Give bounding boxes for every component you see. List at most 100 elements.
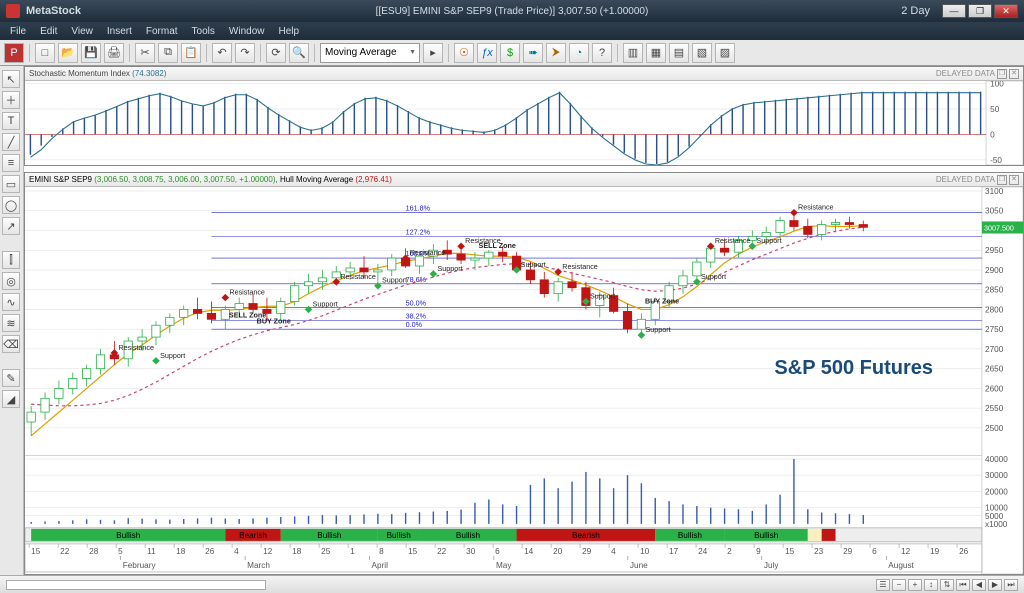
arrow-tool-icon[interactable]: ↗ xyxy=(2,217,20,235)
next-icon[interactable]: ▶ xyxy=(988,579,1002,591)
document-title: [[ESU9] EMINI S&P SEP9 (Trade Price)] 3,… xyxy=(376,6,649,17)
marker-tool-icon[interactable]: ✎ xyxy=(2,369,20,387)
open-icon[interactable]: 📂 xyxy=(58,43,78,63)
svg-text:2500: 2500 xyxy=(985,424,1004,433)
svg-text:29: 29 xyxy=(582,547,592,556)
expert-icon[interactable]: ☉ xyxy=(454,43,474,63)
menu-file[interactable]: File xyxy=(4,25,32,38)
prev-icon[interactable]: ◀ xyxy=(972,579,986,591)
crosshair-tool-icon[interactable]: ＋ xyxy=(2,91,20,109)
last-icon[interactable]: ⏭ xyxy=(1004,579,1018,591)
copy-icon[interactable]: ⧉ xyxy=(158,43,178,63)
apply-icon[interactable]: ▸ xyxy=(423,43,443,63)
svg-text:161.8%: 161.8% xyxy=(406,205,431,213)
svg-text:15: 15 xyxy=(31,547,41,556)
chart-style-icon[interactable]: ☰ xyxy=(876,579,890,591)
maximize-button[interactable]: ❐ xyxy=(968,4,992,18)
paint-tool-icon[interactable]: ◢ xyxy=(2,390,20,408)
minimize-button[interactable]: — xyxy=(942,4,966,18)
compress-y-icon[interactable]: ↕ xyxy=(924,579,938,591)
first-icon[interactable]: ⏮ xyxy=(956,579,970,591)
layout4-icon[interactable]: ▧ xyxy=(692,43,712,63)
line-tool-icon[interactable]: ╱ xyxy=(2,133,20,151)
price-chart[interactable]: 3100305030002950290028502800275027002650… xyxy=(25,187,1023,574)
layout1-icon[interactable]: ▥ xyxy=(623,43,643,63)
layout3-icon[interactable]: ▤ xyxy=(669,43,689,63)
dollar-icon[interactable]: $ xyxy=(500,43,520,63)
svg-text:Support: Support xyxy=(521,261,546,269)
redo-icon[interactable]: ↷ xyxy=(235,43,255,63)
cycle-tool-icon[interactable]: ∿ xyxy=(2,293,20,311)
cut-icon[interactable]: ✂ xyxy=(135,43,155,63)
menu-format[interactable]: Format xyxy=(140,25,184,38)
periodicity-label[interactable]: 2 Day xyxy=(901,5,930,17)
zoom-in-icon[interactable]: + xyxy=(908,579,922,591)
svg-text:3050: 3050 xyxy=(985,207,1004,216)
menu-window[interactable]: Window xyxy=(223,25,271,38)
svg-text:2750: 2750 xyxy=(985,325,1004,334)
svg-text:40000: 40000 xyxy=(985,455,1008,464)
menu-insert[interactable]: Insert xyxy=(101,25,138,38)
menu-edit[interactable]: Edit xyxy=(34,25,63,38)
ellipse-tool-icon[interactable]: ◯ xyxy=(2,196,20,214)
indicator-dropdown[interactable]: Moving Average xyxy=(320,43,420,63)
smi-restore-button[interactable]: ❐ xyxy=(997,69,1007,79)
price-restore-button[interactable]: ❐ xyxy=(997,175,1007,185)
svg-text:Bearish: Bearish xyxy=(572,531,600,540)
svg-text:22: 22 xyxy=(60,547,70,556)
zoom-tool-icon[interactable]: ◎ xyxy=(2,272,20,290)
svg-text:Resistance: Resistance xyxy=(715,237,751,245)
zoom-out-icon[interactable]: − xyxy=(892,579,906,591)
svg-text:50.0%: 50.0% xyxy=(406,300,427,308)
scrollbar-horizontal[interactable] xyxy=(6,580,266,590)
zoom-icon[interactable]: 🔍 xyxy=(289,43,309,63)
svg-text:29: 29 xyxy=(843,547,853,556)
svg-text:2600: 2600 xyxy=(985,385,1004,394)
print-icon[interactable]: 🖨 xyxy=(104,43,124,63)
smi-close-button[interactable]: ✕ xyxy=(1009,69,1019,79)
svg-text:18: 18 xyxy=(292,547,302,556)
erase-tool-icon[interactable]: ⌫ xyxy=(2,335,20,353)
svg-text:9: 9 xyxy=(756,547,761,556)
paste-icon[interactable]: 📋 xyxy=(181,43,201,63)
menu-help[interactable]: Help xyxy=(272,25,305,38)
symbol-label: EMINI S&P SEP9 xyxy=(29,175,92,184)
svg-text:12: 12 xyxy=(263,547,273,556)
hma-value: (2,976.41) xyxy=(355,175,391,184)
menu-tools[interactable]: Tools xyxy=(186,25,221,38)
refresh-icon[interactable]: ⟳ xyxy=(266,43,286,63)
ohlc-label: (3,006.50, 3,008.75, 3,006.00, 3,007.50,… xyxy=(94,175,275,184)
undo-icon[interactable]: ↶ xyxy=(212,43,232,63)
new-icon[interactable]: □ xyxy=(35,43,55,63)
svg-text:2950: 2950 xyxy=(985,246,1004,255)
volume-tool-icon[interactable]: ⫿ xyxy=(2,251,20,269)
fib-tool-icon[interactable]: ≡ xyxy=(2,154,20,172)
text-tool-icon[interactable]: T xyxy=(2,112,20,130)
smi-chart[interactable]: 100500-50 xyxy=(25,81,1023,165)
title-bar: MetaStock [[ESU9] EMINI S&P SEP9 (Trade … xyxy=(0,0,1024,22)
commentary-icon[interactable]: ◔ xyxy=(569,43,589,63)
hma-label: Hull Moving Average xyxy=(280,175,353,184)
pointer-tool-icon[interactable]: ↖ xyxy=(2,70,20,88)
left-tool-palette: ↖ ＋ T ╱ ≡ ▭ ◯ ↗ ⫿ ◎ ∿ ≋ ⌫ ✎ ◢ xyxy=(0,66,24,575)
svg-text:2650: 2650 xyxy=(985,365,1004,374)
layout5-icon[interactable]: ▨ xyxy=(715,43,735,63)
powerconsole-icon[interactable]: P xyxy=(4,43,24,63)
save-icon[interactable]: 💾 xyxy=(81,43,101,63)
function-icon[interactable]: ƒx xyxy=(477,43,497,63)
menu-view[interactable]: View xyxy=(65,25,99,38)
svg-text:March: March xyxy=(247,561,270,570)
price-close-button[interactable]: ✕ xyxy=(1009,175,1019,185)
rect-tool-icon[interactable]: ▭ xyxy=(2,175,20,193)
scan-icon[interactable]: ➠ xyxy=(523,43,543,63)
svg-text:Bullish: Bullish xyxy=(387,531,411,540)
svg-text:BUY Zone: BUY Zone xyxy=(257,318,291,326)
explore-icon[interactable]: ⮞ xyxy=(546,43,566,63)
close-button[interactable]: ✕ xyxy=(994,4,1018,18)
layout2-icon[interactable]: ▦ xyxy=(646,43,666,63)
svg-text:19: 19 xyxy=(930,547,940,556)
expand-y-icon[interactable]: ⇅ xyxy=(940,579,954,591)
study-tool-icon[interactable]: ≋ xyxy=(2,314,20,332)
help-icon[interactable]: ? xyxy=(592,43,612,63)
svg-text:Bullish: Bullish xyxy=(456,531,480,540)
